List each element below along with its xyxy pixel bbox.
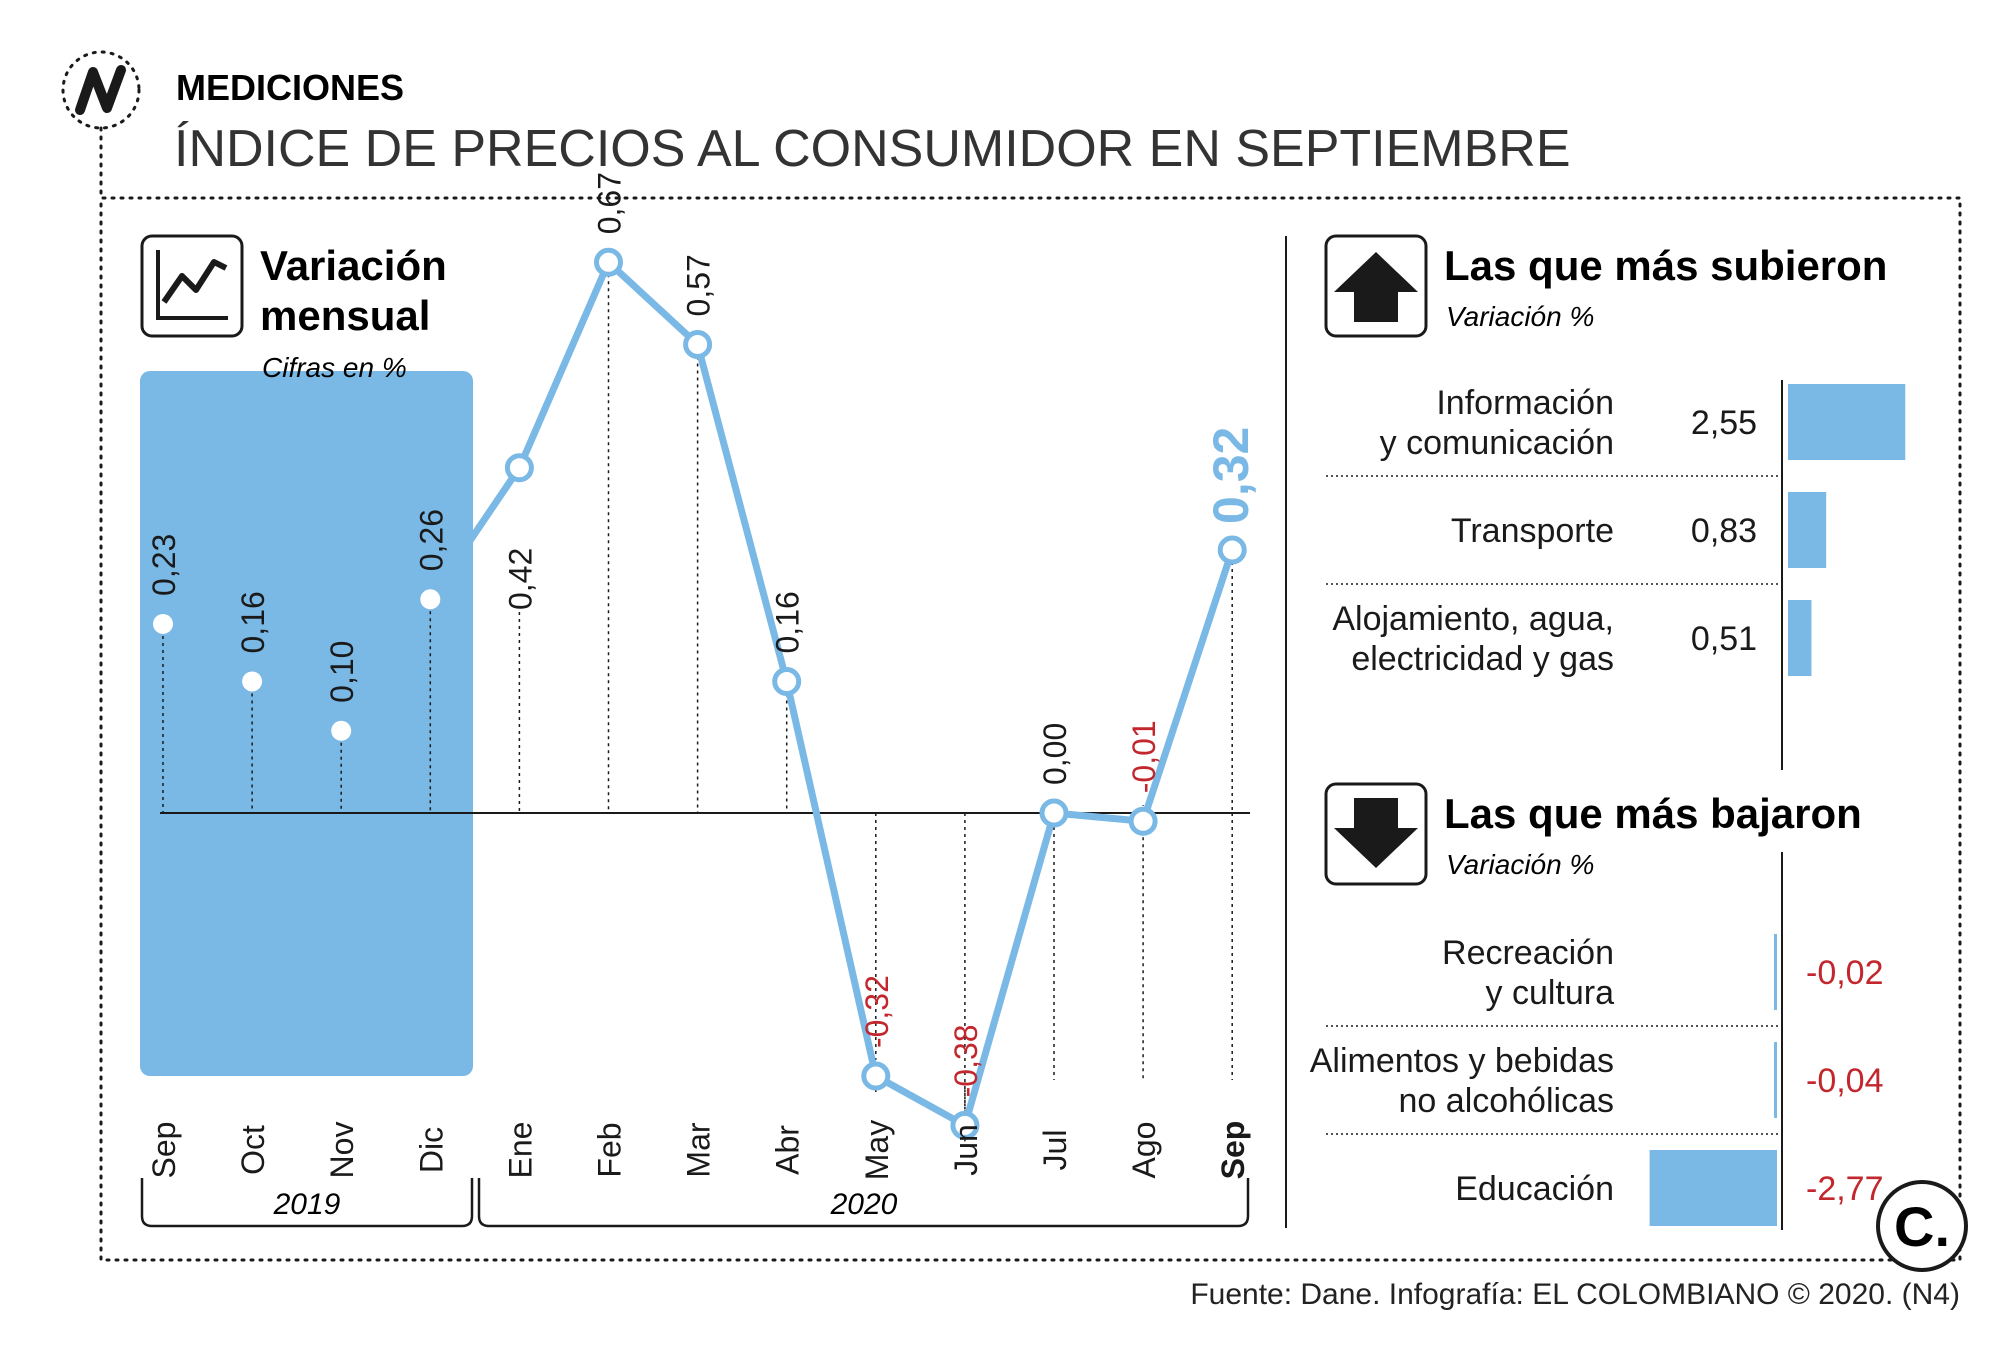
bars-up-title: Las que más subieron bbox=[1444, 242, 1887, 289]
category-label: electricidad y gas bbox=[1351, 640, 1614, 678]
year-label-2019: 2019 bbox=[273, 1188, 341, 1221]
page-title: ÍNDICE DE PRECIOS AL CONSUMIDOR EN SEPTI… bbox=[174, 120, 1571, 178]
month-label: Ene bbox=[502, 1122, 538, 1179]
category-label: Información bbox=[1436, 384, 1614, 422]
line-panel-title-1: Variación bbox=[260, 242, 447, 289]
month-label: Sep bbox=[146, 1122, 182, 1179]
data-point bbox=[1128, 806, 1158, 836]
year-label-2020: 2020 bbox=[830, 1188, 898, 1221]
month-label: Sep bbox=[1215, 1121, 1251, 1180]
value-label: 0,23 bbox=[146, 534, 182, 596]
value-labels: 0,23 0,16 0,10 0,26 0,42 0,67 0,57 0,16 -0,32 -0,… bbox=[146, 172, 1259, 1097]
month-label: Mar bbox=[681, 1122, 717, 1177]
brand-mark: C. bbox=[1876, 1180, 1968, 1272]
month-label: Jun bbox=[948, 1124, 984, 1176]
value-label: 0,42 bbox=[502, 548, 538, 610]
category-label: Alojamiento, agua, bbox=[1332, 600, 1614, 638]
bar-value: 0,51 bbox=[1691, 620, 1757, 658]
value-label: 0,00 bbox=[1037, 723, 1073, 785]
value-label: -0,01 bbox=[1126, 720, 1162, 793]
value-label: 0,10 bbox=[324, 641, 360, 703]
header-logo bbox=[61, 50, 141, 130]
brand-letter: C. bbox=[1894, 1195, 1950, 1258]
month-labels: Sep Oct Nov Dic Ene Feb Mar Abr May Jun Jul Ago Sep bbox=[146, 1120, 1251, 1180]
bar-value: -0,02 bbox=[1806, 954, 1884, 992]
bracket-2020 bbox=[477, 1178, 1250, 1228]
data-point bbox=[242, 671, 263, 692]
category-label: Transporte bbox=[1451, 512, 1614, 550]
month-label: Jul bbox=[1037, 1130, 1073, 1171]
bar bbox=[1788, 492, 1827, 568]
category-label: Recreación bbox=[1442, 934, 1614, 972]
bar bbox=[1788, 384, 1906, 460]
month-label: Feb bbox=[592, 1122, 628, 1177]
value-label: -0,38 bbox=[948, 1024, 984, 1097]
data-point bbox=[950, 1110, 980, 1140]
bars-down-title: Las que más bajaron bbox=[1444, 790, 1862, 837]
data-point bbox=[420, 589, 441, 610]
source-note: Fuente: Dane. Infografía: EL COLOMBIANO … bbox=[1190, 1278, 1960, 1311]
bar-value: -0,04 bbox=[1806, 1062, 1884, 1100]
month-label: Oct bbox=[235, 1125, 271, 1175]
line-panel-title-2: mensual bbox=[260, 292, 430, 339]
category-label: Alimentos y bebidas bbox=[1310, 1042, 1614, 1080]
bar bbox=[1649, 1150, 1777, 1226]
bracket-2019 bbox=[140, 1178, 474, 1228]
data-point bbox=[861, 1061, 891, 1091]
data-point bbox=[1217, 535, 1247, 565]
month-label: Dic bbox=[413, 1127, 449, 1173]
dotted-frame bbox=[99, 126, 1962, 1262]
bar bbox=[1774, 1042, 1777, 1118]
category-label: no alcohólicas bbox=[1399, 1082, 1614, 1120]
month-label: Ago bbox=[1126, 1122, 1162, 1179]
arrow-up-icon bbox=[1324, 234, 1428, 338]
bars-down-subtitle: Variación % bbox=[1446, 849, 1594, 880]
data-point bbox=[331, 720, 352, 741]
data-point bbox=[153, 613, 173, 634]
value-label: 0,32 bbox=[1203, 427, 1259, 524]
value-label: 0,26 bbox=[413, 509, 449, 571]
bar-value: 0,83 bbox=[1691, 512, 1757, 550]
value-label: 0,57 bbox=[681, 254, 717, 316]
category-label: y cultura bbox=[1486, 974, 1615, 1012]
line-chart-icon bbox=[140, 234, 244, 338]
data-points bbox=[153, 247, 1247, 1140]
bars-up-panel: Las que más subieron Variación % Informa… bbox=[1324, 234, 1906, 770]
data-point bbox=[683, 329, 713, 359]
value-label: -0,32 bbox=[859, 975, 895, 1048]
data-point bbox=[772, 666, 802, 696]
value-label: 0,67 bbox=[592, 172, 628, 234]
bars-down-panel: Las que más bajaron Variación % Recreaci… bbox=[1310, 782, 1884, 1230]
data-point bbox=[504, 453, 534, 483]
category-label: y comunicación bbox=[1380, 424, 1614, 462]
data-point bbox=[1039, 798, 1069, 828]
bar bbox=[1788, 600, 1812, 676]
month-label: Abr bbox=[770, 1125, 806, 1175]
value-label: 0,16 bbox=[770, 591, 806, 653]
line-panel-subtitle: Cifras en % bbox=[262, 352, 407, 383]
bar-value: 2,55 bbox=[1691, 404, 1757, 442]
line-chart-panel: Variación mensual Cifras en % 0,230,160,… bbox=[140, 172, 1259, 1228]
bar-value: -2,77 bbox=[1806, 1170, 1884, 1208]
month-label: May bbox=[859, 1120, 895, 1180]
bars-up-subtitle: Variación % bbox=[1446, 301, 1594, 332]
arrow-down-icon bbox=[1324, 782, 1428, 886]
section-label: MEDICIONES bbox=[176, 67, 404, 108]
value-label: 0,16 bbox=[235, 591, 271, 653]
category-label: Educación bbox=[1455, 1170, 1614, 1208]
bar bbox=[1774, 934, 1777, 1010]
month-label: Nov bbox=[324, 1122, 360, 1179]
highlight-2019 bbox=[140, 371, 473, 1076]
data-point bbox=[594, 247, 623, 277]
